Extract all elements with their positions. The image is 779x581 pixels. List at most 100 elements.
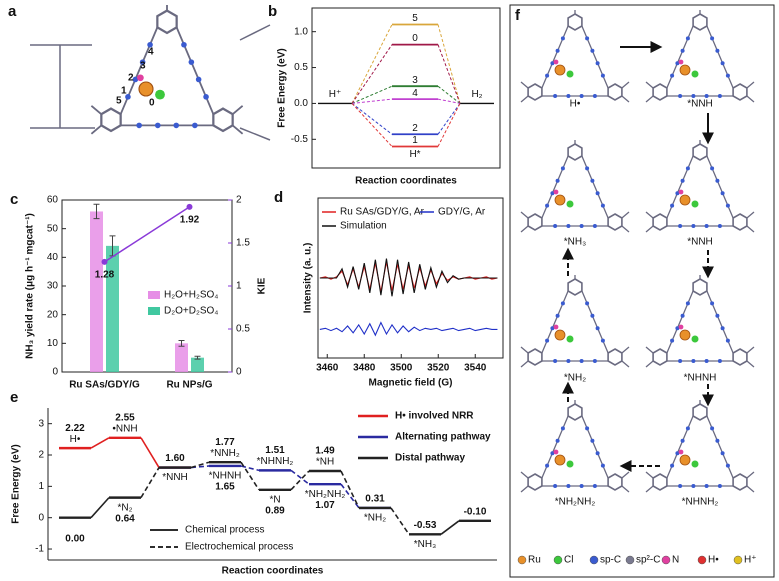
state-label: *NNH: [687, 237, 713, 248]
connector: [351, 24, 393, 104]
connector: [140, 437, 160, 468]
state-label: *NNH: [687, 99, 713, 110]
x-tick-label: 3540: [464, 363, 487, 374]
y-axis-label: Free Energy (eV): [11, 444, 22, 523]
species-label: *NNH: [162, 472, 188, 483]
error-bar: [178, 339, 185, 347]
legend-label: H• involved NRR: [395, 411, 474, 422]
value-label: 1.07: [315, 500, 335, 511]
legend-label: Simulation: [340, 221, 387, 232]
value-label: 0.89: [265, 505, 285, 516]
legend-label: Chemical process: [185, 525, 264, 536]
y-tick-label: 2: [236, 195, 242, 206]
species-label: *NNH₂: [210, 448, 240, 459]
site-label: 4: [148, 47, 154, 58]
legend-label: sp²-C: [636, 555, 660, 566]
connector: [351, 98, 393, 104]
species-label: *N: [269, 494, 280, 505]
value-label: 1.65: [215, 482, 235, 493]
value-label: 1.49: [315, 446, 335, 457]
x-tick-label: Ru SAs/GDY/G: [69, 380, 140, 391]
species-label: *NH₃: [414, 539, 436, 550]
value-label: 0.31: [365, 494, 385, 505]
legend-swatch: [148, 291, 160, 299]
spectrum: [319, 321, 498, 337]
y-tick-label: -0.5: [291, 134, 309, 145]
panel-letter: d: [274, 189, 283, 206]
connector: [351, 103, 393, 135]
site-label: 3: [140, 61, 146, 72]
panel-border: [509, 4, 775, 578]
x-tick-label: 3500: [390, 363, 413, 374]
plot-frame: [61, 199, 233, 373]
y-tick-label: 10: [47, 338, 59, 349]
legend-swatch: [553, 555, 563, 565]
structure: [645, 140, 755, 233]
x-tick-label: 3480: [353, 363, 376, 374]
species-label: *NHNH₂: [257, 456, 294, 467]
site-label: 5: [116, 96, 122, 107]
level-label: 5: [412, 13, 418, 24]
x-tick-label: 3460: [316, 363, 339, 374]
lattice-chain: [30, 24, 271, 141]
structure: [520, 140, 630, 233]
bar: [191, 357, 204, 372]
legend-swatch: [517, 555, 527, 565]
state-label: *NHNH: [684, 373, 717, 384]
connector: [240, 465, 260, 472]
legend-label: H₂O+H₂SO₄: [164, 290, 218, 301]
legend-swatch: [625, 555, 635, 565]
start-label: H⁺: [329, 89, 342, 100]
value-label: 1.51: [265, 445, 285, 456]
kie-point: [186, 203, 193, 210]
legend-label: Distal pathway: [395, 453, 465, 464]
legend-label: sp-C: [600, 555, 621, 566]
connector: [240, 461, 260, 491]
legend-swatch: [661, 555, 671, 565]
legend-label: D₂O+D₂SO₄: [164, 306, 218, 317]
connector: [351, 103, 393, 147]
panel-letter: c: [10, 191, 18, 208]
bar: [90, 211, 103, 372]
site-label: 1: [121, 86, 127, 97]
legend-label: N: [672, 555, 679, 566]
structure: [645, 400, 755, 493]
state-label: *NH₃: [564, 237, 586, 248]
y-axis-label: Free Energy (eV): [277, 48, 288, 127]
bar: [175, 343, 188, 372]
error-bar: [194, 355, 201, 360]
legend-label: Alternating pathway: [395, 432, 491, 443]
species-label: *NH: [316, 457, 334, 468]
connector: [340, 483, 360, 509]
panel-letter: f: [515, 7, 521, 24]
value-label: 1.60: [165, 453, 185, 464]
y-axis-label: KIE: [257, 277, 268, 294]
x-tick-label: Ru NPs/G: [166, 380, 212, 391]
spectrum: [319, 261, 498, 292]
level-label: 2: [412, 123, 418, 134]
y-tick-label: 20: [47, 309, 59, 320]
y-tick-label: 0: [38, 512, 44, 523]
legend-label: Electrochemical process: [185, 542, 293, 553]
plot-frame: [311, 7, 501, 169]
legend-label: Ru: [528, 555, 541, 566]
connector: [440, 520, 460, 535]
level-label: 3: [412, 75, 418, 86]
panel-letter: e: [10, 389, 18, 406]
connector: [437, 103, 461, 147]
y-axis-label: Intensity (a. u.): [303, 243, 314, 314]
connector: [140, 467, 160, 499]
state-label: *NH₂: [564, 373, 586, 384]
y-tick-label: 1.0: [294, 26, 308, 37]
structure: [520, 400, 630, 493]
y-tick-label: 1: [38, 481, 44, 492]
structure: [520, 275, 630, 368]
panel-f: H• *NNH *NH₃ *NNH *NH₂ *NHNH *NH₂NH₂ *NH…: [509, 4, 775, 578]
state-label: H•: [570, 99, 581, 110]
value-label: -0.10: [464, 506, 487, 517]
legend-swatch: [589, 555, 599, 565]
bar: [106, 245, 119, 372]
y-tick-label: 40: [47, 252, 59, 263]
value-label: -0.53: [414, 520, 437, 531]
